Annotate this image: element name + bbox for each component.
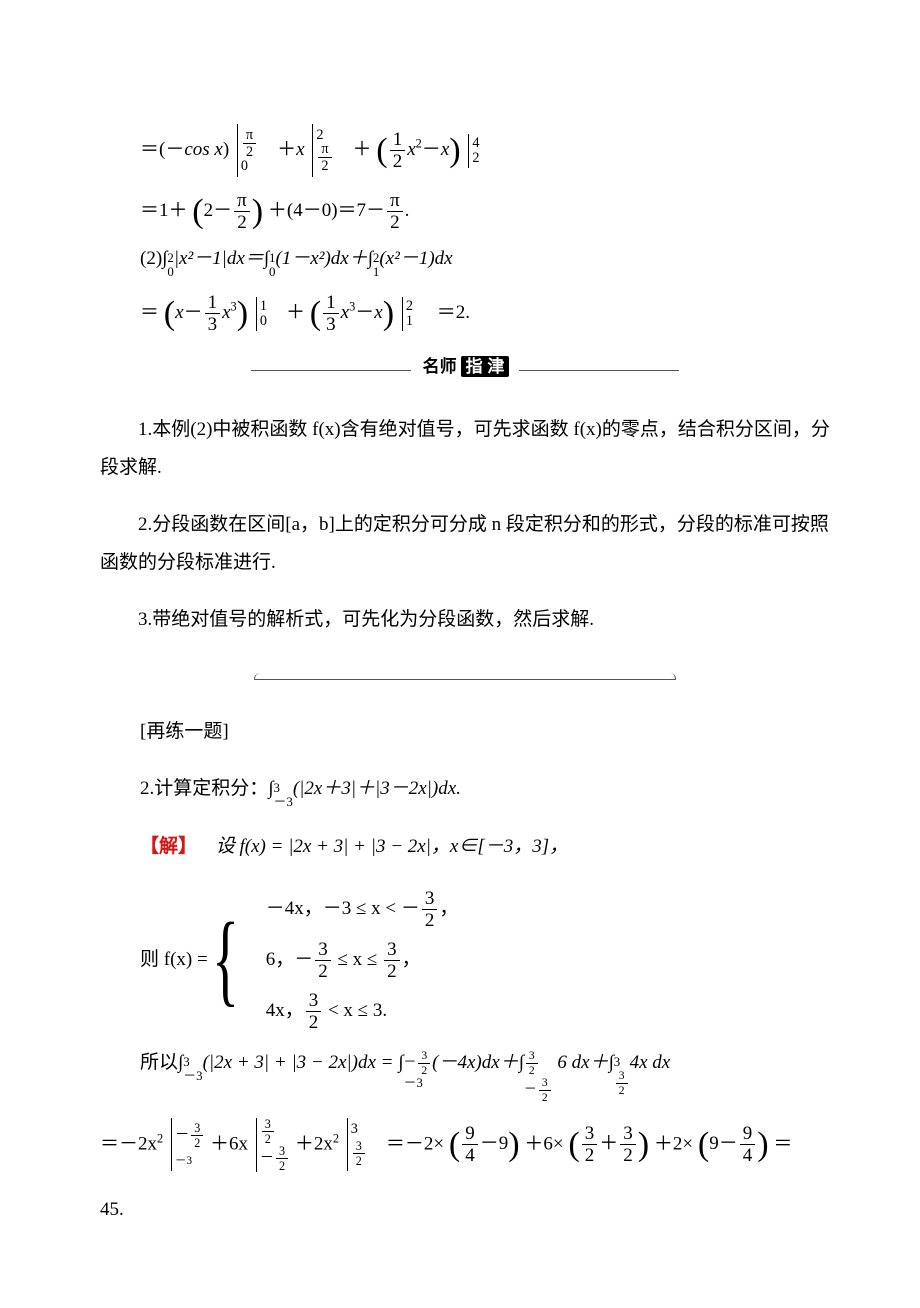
plus: ＋: [353, 139, 372, 160]
case-3: 4x，32 < x ≤ 3.: [266, 991, 459, 1032]
var-x: x: [214, 139, 222, 160]
teacher-tip-header: 名师指 津: [100, 348, 830, 392]
plus: ＋: [277, 139, 296, 160]
eval-bar-1: π2 0: [234, 124, 258, 177]
close-paren: ): [223, 139, 229, 160]
paren-group: ( 2－π2 ): [192, 191, 263, 232]
practice-label: [再练一题]: [140, 713, 830, 751]
case-1: －4x，－3 ≤ x < －32，: [266, 889, 459, 930]
piecewise-def: 则 f(x) = { －4x，－3 ≤ x < －32， 6，－32 ≤ x ≤…: [140, 885, 830, 1036]
left-brace-icon: {: [212, 919, 239, 1001]
solution-line-1: 【解】 设 f(x) = |2x + 3| + |3 − 2x|，x∈[－3，3…: [140, 828, 830, 866]
eval-bar-2: 2 π2: [309, 124, 333, 177]
explain-p3: 3.带绝对值号的解析式，可先化为分段函数，然后求解.: [100, 601, 830, 639]
final-answer: 45.: [100, 1191, 830, 1229]
cos-fn: cos: [184, 139, 209, 160]
eval-bar: 10: [253, 297, 267, 331]
var-x2: x: [296, 139, 304, 160]
solution-badge: 【解】: [140, 836, 197, 857]
eval-bar-3: 4 2: [465, 134, 479, 168]
paren-group: ( 12x2－x ): [376, 130, 460, 171]
eq-prefix: ＝(－: [140, 139, 184, 160]
eval-bar: 21: [399, 297, 413, 331]
math-line-2: ＝1＋ ( 2－π2 ) ＋(4－0)＝7－π2.: [140, 191, 830, 232]
eval-bar: －32 －3: [168, 1118, 205, 1171]
final-line: ＝－2x2 －32 －3 ＋6x 32 －32 ＋2x2 3 32 ＝－2× (…: [100, 1118, 830, 1172]
explain-p2: 2.分段函数在区间[a，b]上的定积分可分成 n 段定积分和的形式，分段的标准可…: [100, 506, 830, 582]
question-2: 2.计算定积分：∫3－3(|2x＋3|＋|3－2x|)dx.: [140, 770, 830, 809]
tip-underbrace: [100, 656, 830, 694]
tip-badge: 名师指 津: [421, 356, 510, 377]
math-line-4: ＝ ( x－13x3 ) 10 ＋ ( 13x3－x ) 21 ＝2.: [140, 293, 830, 334]
explain-p1: 1.本例(2)中被积函数 f(x)含有绝对值号，可先求函数 f(x)的零点，结合…: [100, 411, 830, 487]
eval-bar: 32 －32: [253, 1118, 290, 1172]
therefore-line: 所以∫3－3(|2x + 3| + |3 − 2x|)dx = ∫ －32 －3…: [140, 1050, 830, 1104]
eval-bar: 3 32: [344, 1118, 367, 1171]
math-line-1: ＝(－cos x) π2 0 ＋x 2 π2 ＋ ( 12x2－x ) 4 2: [140, 124, 830, 177]
math-line-3: (2)∫20|x²－1|dx＝∫10(1－x²)dx＋∫21(x²－1)dx: [140, 246, 830, 279]
case-2: 6，－32 ≤ x ≤ 32，: [266, 940, 459, 981]
